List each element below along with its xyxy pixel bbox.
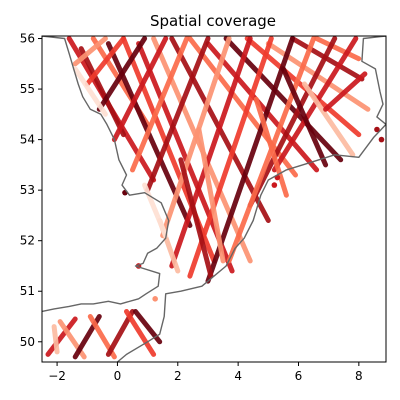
tracks-layer bbox=[45, 36, 371, 360]
track-24 bbox=[247, 36, 338, 208]
axes-frame bbox=[41, 35, 387, 363]
track-30 bbox=[145, 36, 211, 193]
track-26 bbox=[205, 36, 295, 284]
x-tick-label: 0 bbox=[114, 369, 122, 383]
track-22 bbox=[314, 36, 362, 62]
track-29 bbox=[160, 36, 232, 239]
track-7 bbox=[51, 324, 60, 355]
x-axis-ticks: −2 0 2 4 6 8 bbox=[48, 362, 363, 383]
track-0 bbox=[45, 316, 78, 357]
x-tick-label: 2 bbox=[174, 369, 182, 383]
track-5 bbox=[124, 309, 157, 357]
y-tick-label: 51 bbox=[20, 284, 35, 298]
y-tick-label: 50 bbox=[20, 335, 35, 349]
coastline-east bbox=[116, 36, 386, 362]
x-tick-label: 8 bbox=[355, 369, 363, 383]
x-tick-label: 4 bbox=[234, 369, 242, 383]
track-17 bbox=[205, 41, 320, 173]
track-32 bbox=[111, 36, 169, 143]
track-38 bbox=[253, 96, 289, 198]
track-23 bbox=[271, 36, 359, 173]
track-44 bbox=[72, 66, 108, 117]
track-39 bbox=[280, 66, 329, 168]
track-37 bbox=[196, 127, 226, 264]
track-31 bbox=[130, 36, 190, 173]
track-40 bbox=[302, 81, 356, 158]
x-tick-label: −2 bbox=[48, 369, 66, 383]
track-35 bbox=[72, 36, 108, 67]
track-27 bbox=[187, 36, 274, 279]
y-tick-label: 52 bbox=[20, 234, 35, 248]
y-tick-label: 55 bbox=[20, 82, 35, 96]
observation-dot-2 bbox=[271, 182, 278, 188]
y-tick-label: 54 bbox=[20, 133, 35, 147]
track-9 bbox=[78, 46, 126, 138]
observation-dot-3 bbox=[378, 136, 385, 143]
observation-dot-4 bbox=[374, 126, 380, 133]
y-tick-label: 53 bbox=[20, 183, 35, 197]
plot-area bbox=[42, 36, 386, 362]
x-tick-label: 6 bbox=[295, 369, 303, 383]
track-42 bbox=[142, 182, 169, 239]
track-43 bbox=[323, 71, 368, 112]
track-34 bbox=[84, 36, 126, 87]
track-36 bbox=[178, 157, 214, 279]
track-33 bbox=[96, 36, 148, 112]
chart-title: Spatial coverage bbox=[150, 12, 276, 30]
y-tick-label: 56 bbox=[20, 32, 35, 46]
coastline-west bbox=[42, 36, 170, 313]
y-axis-ticks: 50 51 52 53 54 55 56 bbox=[20, 32, 42, 349]
coastline-layer bbox=[42, 36, 386, 362]
observation-dot-6 bbox=[152, 296, 158, 302]
track-28 bbox=[169, 36, 253, 269]
